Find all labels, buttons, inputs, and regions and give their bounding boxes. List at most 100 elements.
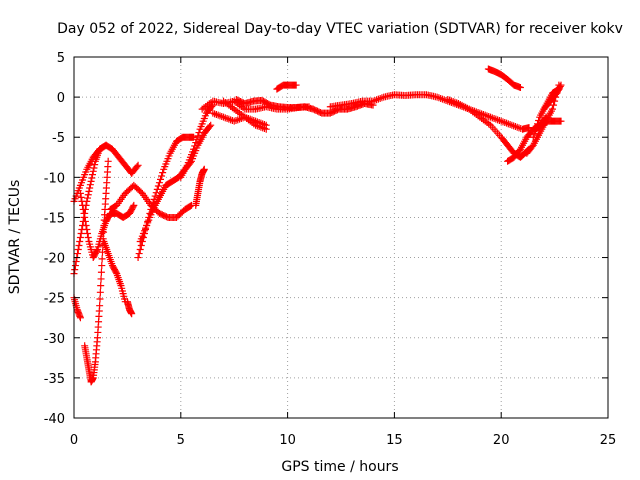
data-point-fill: [86, 181, 94, 189]
series-arc7: [123, 298, 136, 318]
data-point-fill: [90, 164, 98, 172]
series-arc4: [70, 294, 84, 322]
data-point-fill: [194, 132, 202, 140]
series-arc3: [76, 189, 138, 262]
data-point: [525, 124, 533, 132]
data-point-fill: [97, 275, 105, 283]
data-point-fill: [136, 246, 144, 254]
data-point-fill: [100, 228, 108, 236]
data-point-fill: [84, 229, 92, 237]
data-point: [153, 185, 161, 193]
series-arc12: [192, 165, 208, 209]
plot-frame: [73, 56, 609, 419]
data-point-fill: [133, 163, 141, 171]
series-arc18: [326, 91, 533, 133]
data-point-fill: [81, 217, 89, 225]
data-point-fill: [101, 142, 109, 150]
data-point-fill: [89, 167, 97, 175]
data-point-fill: [85, 187, 93, 195]
data-point: [130, 201, 138, 209]
data-point: [104, 157, 112, 165]
data-point-fill: [206, 123, 214, 131]
x-tick-label: 0: [70, 433, 78, 448]
chart-title: Day 052 of 2022, Sidereal Day-to-day VTE…: [57, 21, 623, 37]
data-point-fill: [80, 209, 88, 217]
x-tick-label: 20: [493, 433, 510, 448]
data-point: [128, 310, 136, 318]
data-point: [200, 165, 208, 173]
data-point: [134, 254, 142, 262]
data-point-fill: [530, 130, 538, 138]
y-tick-label: -25: [44, 292, 65, 307]
data-point: [292, 81, 300, 89]
data-point-fill: [84, 194, 92, 202]
data-point: [96, 302, 104, 310]
series-arc16: [232, 96, 377, 117]
data-point-fill: [96, 288, 104, 296]
data-point-fill: [550, 101, 558, 109]
data-point-fill: [86, 184, 94, 192]
data-point-fill: [195, 129, 203, 137]
data-point-fill: [91, 161, 99, 169]
data-point-fill: [83, 225, 91, 233]
data-point-fill: [191, 142, 199, 150]
series-arc24: [531, 117, 565, 133]
data-point-fill: [77, 229, 85, 237]
data-point: [76, 314, 84, 322]
data-points: [70, 65, 565, 386]
data-point: [207, 121, 215, 129]
x-tick-label: 10: [279, 433, 296, 448]
axis-ticks: 0 5 10 15 20 25 5 0 -5 -10 -15 -20 -25 -30 -35 -40: [44, 51, 617, 448]
data-point-fill: [78, 197, 86, 205]
data-point-fill: [74, 250, 82, 258]
data-point-fill: [71, 266, 79, 274]
data-point-fill: [157, 175, 165, 183]
data-point: [190, 145, 198, 153]
series-arc17: [273, 81, 300, 93]
series-arc25: [540, 81, 565, 113]
y-tick-label: 5: [57, 51, 65, 66]
x-tick-label: 5: [177, 433, 185, 448]
data-point-fill: [154, 182, 162, 190]
data-point-fill: [93, 247, 101, 255]
data-point-fill: [151, 192, 159, 200]
y-tick-label: -20: [44, 252, 65, 267]
data-point: [102, 141, 110, 149]
data-point-fill: [89, 171, 97, 179]
data-point: [81, 213, 89, 221]
y-axis-label: SDTVAR / TECUs: [7, 180, 23, 295]
data-point-fill: [98, 255, 106, 263]
data-point: [98, 262, 106, 270]
data-point-fill: [84, 234, 92, 241]
y-tick-label: -5: [52, 131, 65, 146]
y-tick-label: -30: [44, 332, 65, 347]
data-point: [87, 177, 95, 185]
data-point: [262, 125, 270, 133]
series-arc9: [106, 181, 195, 221]
data-point-fill: [193, 135, 201, 143]
data-point-fill: [556, 82, 564, 90]
series-arc11: [177, 101, 217, 181]
x-tick-label: 25: [600, 433, 617, 448]
data-point-fill: [98, 248, 106, 256]
data-point-fill: [79, 205, 87, 213]
data-point: [76, 189, 84, 197]
data-point-fill: [535, 117, 543, 125]
y-tick-label: 0: [57, 91, 65, 106]
data-point-fill: [84, 191, 92, 199]
data-point-fill: [76, 234, 84, 241]
data-point-fill: [159, 169, 167, 177]
data-point-fill: [186, 202, 194, 210]
data-point: [134, 161, 142, 169]
data-point: [557, 81, 565, 89]
x-axis-label: GPS time / hours: [281, 459, 398, 475]
data-point-fill: [129, 203, 137, 211]
data-point-fill: [79, 201, 87, 209]
data-point-fill: [152, 189, 160, 197]
data-point: [529, 133, 537, 141]
grid-lines: [74, 57, 608, 418]
y-tick-label: -15: [44, 211, 65, 226]
data-point-fill: [88, 174, 96, 182]
data-point-fill: [137, 242, 145, 250]
